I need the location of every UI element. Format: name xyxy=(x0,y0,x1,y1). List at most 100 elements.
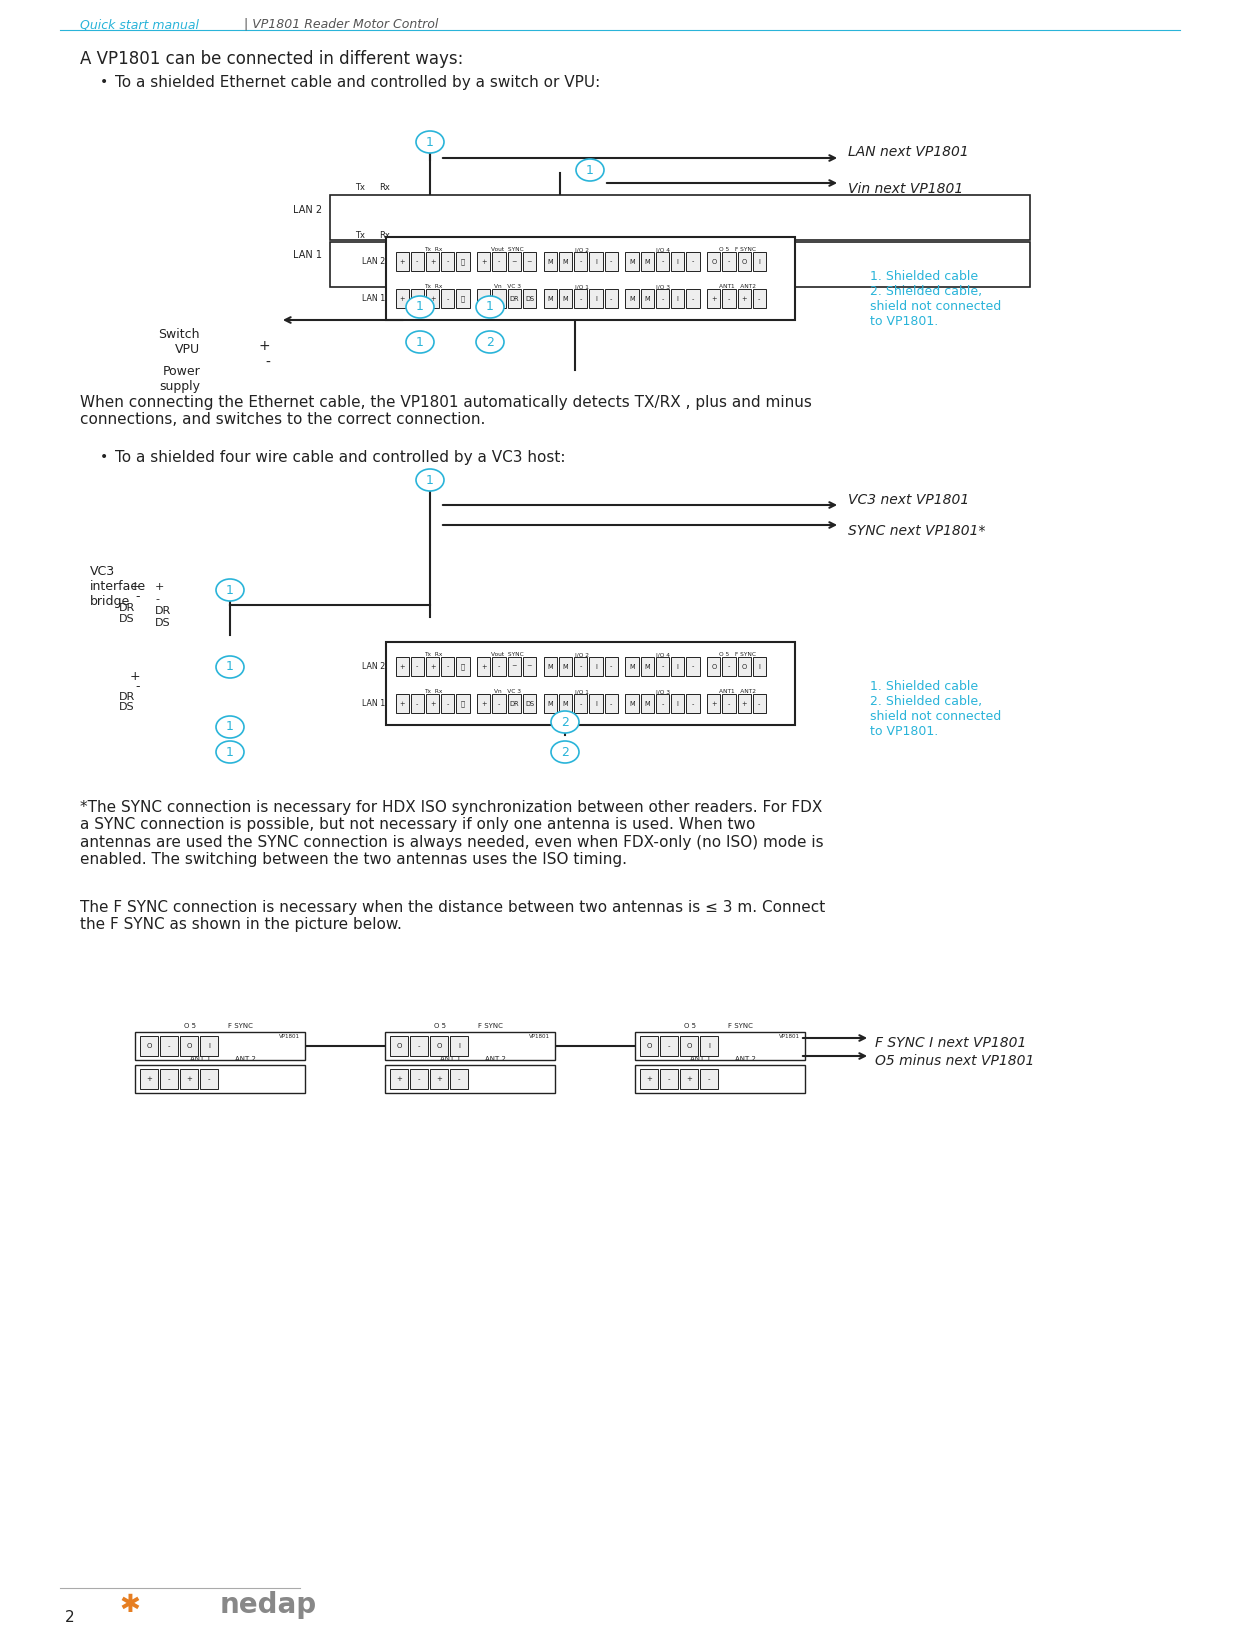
Text: I: I xyxy=(594,663,597,670)
Text: DR: DR xyxy=(119,691,135,703)
Ellipse shape xyxy=(216,716,244,739)
Text: ~: ~ xyxy=(526,259,532,265)
Text: I: I xyxy=(676,701,679,708)
Text: +: + xyxy=(186,1076,192,1083)
Text: O: O xyxy=(711,259,716,265)
Bar xyxy=(753,695,766,714)
Bar xyxy=(457,252,469,272)
Bar xyxy=(450,1070,468,1089)
Bar xyxy=(450,1035,468,1057)
Bar xyxy=(558,695,572,714)
Text: -: - xyxy=(266,355,271,370)
Bar xyxy=(411,252,424,272)
Text: M: M xyxy=(547,663,553,670)
Bar xyxy=(655,695,669,714)
Text: DR: DR xyxy=(510,701,519,708)
Text: -: - xyxy=(611,259,612,265)
Bar xyxy=(575,657,587,676)
Text: Power
supply: Power supply xyxy=(159,365,200,393)
Text: M: M xyxy=(629,296,635,301)
Bar xyxy=(589,290,603,308)
Text: ✱: ✱ xyxy=(119,1594,140,1617)
Text: 1: 1 xyxy=(416,300,424,313)
Bar xyxy=(737,290,751,308)
Bar xyxy=(200,1070,218,1089)
Bar xyxy=(722,695,736,714)
Text: -: - xyxy=(498,259,500,265)
Text: -: - xyxy=(580,701,582,708)
Text: DR: DR xyxy=(119,603,135,613)
Bar xyxy=(737,695,751,714)
Bar xyxy=(671,290,684,308)
Text: I/O 1: I/O 1 xyxy=(575,690,588,695)
Bar xyxy=(330,195,1030,241)
Bar xyxy=(457,657,469,676)
Bar xyxy=(660,1035,678,1057)
Bar xyxy=(457,290,469,308)
Bar xyxy=(640,1035,658,1057)
Text: M: M xyxy=(562,663,568,670)
Bar xyxy=(753,252,766,272)
Text: +: + xyxy=(741,701,747,708)
Bar xyxy=(753,657,766,676)
Text: -: - xyxy=(135,680,140,693)
Text: O 5: O 5 xyxy=(434,1024,446,1029)
Bar xyxy=(160,1035,177,1057)
Text: M: M xyxy=(629,701,635,708)
Text: Vn   VC 3: Vn VC 3 xyxy=(494,690,521,695)
Text: ⏚: ⏚ xyxy=(460,663,465,670)
Bar xyxy=(544,290,557,308)
Text: •: • xyxy=(101,75,108,88)
Text: M: M xyxy=(644,663,650,670)
Bar xyxy=(671,657,684,676)
Text: -: - xyxy=(498,663,500,670)
Text: M: M xyxy=(547,701,553,708)
Text: Tx  Rx: Tx Rx xyxy=(424,247,443,252)
Bar xyxy=(686,695,700,714)
Text: VP1801: VP1801 xyxy=(279,1034,300,1038)
Bar xyxy=(493,252,505,272)
Bar xyxy=(426,657,439,676)
Text: ⏚: ⏚ xyxy=(460,295,465,301)
Text: -: - xyxy=(580,259,582,265)
Bar xyxy=(330,242,1030,287)
Bar xyxy=(558,252,572,272)
Text: O: O xyxy=(437,1043,442,1048)
Bar xyxy=(575,252,587,272)
Bar xyxy=(140,1035,158,1057)
Bar xyxy=(700,1070,719,1089)
Bar xyxy=(426,290,439,308)
Bar xyxy=(385,1065,555,1093)
Text: 1: 1 xyxy=(426,473,434,486)
Text: To a shielded Ethernet cable and controlled by a switch or VPU:: To a shielded Ethernet cable and control… xyxy=(115,75,601,90)
Text: DR: DR xyxy=(155,606,171,616)
Bar xyxy=(508,657,521,676)
Bar xyxy=(655,290,669,308)
Bar xyxy=(135,1032,305,1060)
Bar xyxy=(200,1035,218,1057)
Text: O: O xyxy=(686,1043,691,1048)
Text: O 5: O 5 xyxy=(184,1024,196,1029)
Text: +: + xyxy=(129,580,140,593)
Text: +: + xyxy=(686,1076,692,1083)
Text: I: I xyxy=(758,259,761,265)
Bar xyxy=(625,290,639,308)
Bar xyxy=(522,252,536,272)
Text: I/O 4: I/O 4 xyxy=(656,247,670,252)
Bar xyxy=(180,1070,199,1089)
Text: +: + xyxy=(429,663,436,670)
Bar xyxy=(625,695,639,714)
Text: +: + xyxy=(400,296,405,301)
Text: 1: 1 xyxy=(426,136,434,149)
Text: -: - xyxy=(168,1043,170,1048)
Bar xyxy=(493,695,505,714)
Text: DR: DR xyxy=(510,296,519,301)
Text: DS: DS xyxy=(119,614,135,624)
Text: +: + xyxy=(429,259,436,265)
Text: -: - xyxy=(661,259,664,265)
Text: +: + xyxy=(258,339,271,354)
Bar xyxy=(655,252,669,272)
Text: ANT 1: ANT 1 xyxy=(190,1057,211,1061)
Text: +: + xyxy=(129,670,140,683)
Bar xyxy=(390,1070,408,1089)
